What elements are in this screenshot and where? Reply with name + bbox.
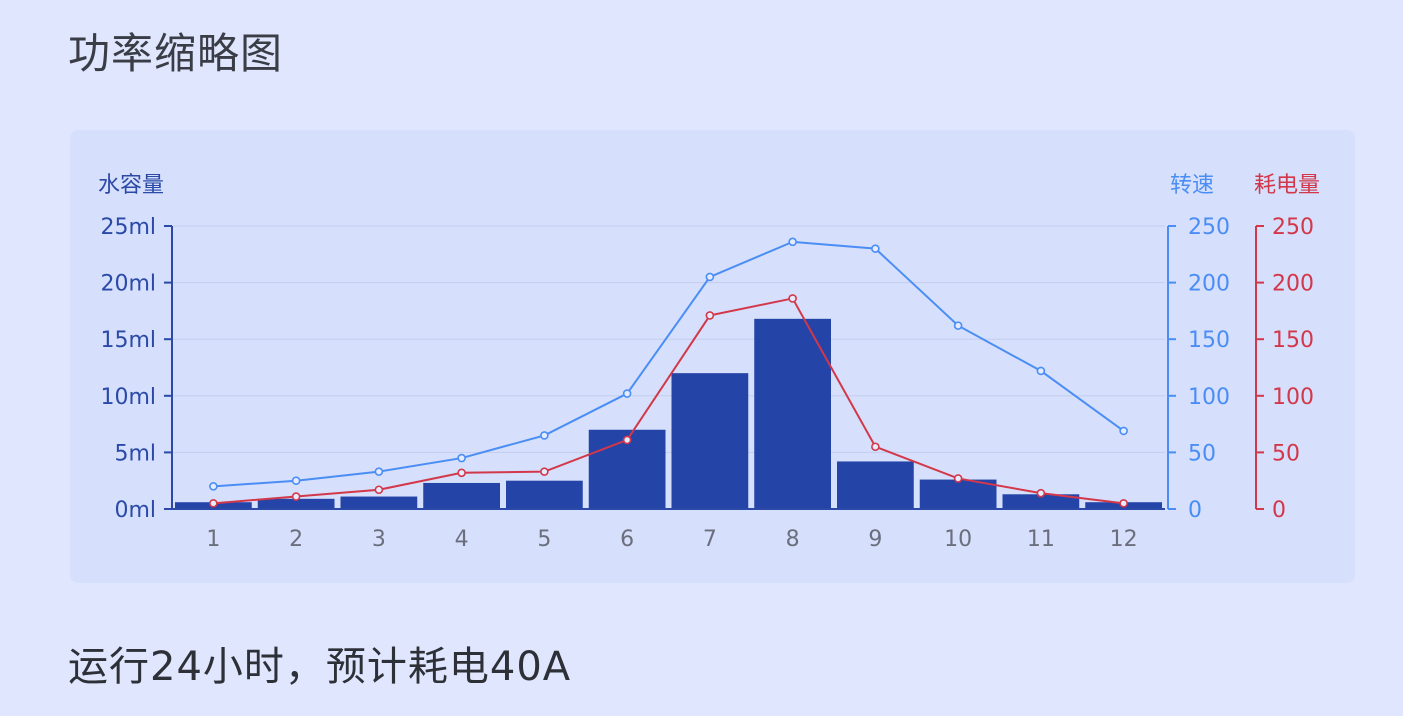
speed-line — [213, 240, 1125, 488]
speed-line-group — [209, 237, 1128, 491]
power-point — [457, 468, 466, 478]
power-point — [705, 311, 715, 320]
power-axis: 0 50 100 150 200 250 — [1255, 215, 1314, 523]
power-axis-tick-label: 0 — [1272, 498, 1286, 523]
power-point — [622, 435, 632, 445]
left-axis: 0ml 5ml 10ml 15ml 20ml 25ml — [100, 215, 173, 523]
x-axis: 1 2 3 4 5 6 7 8 9 10 11 12 — [172, 508, 1165, 552]
power-point — [1036, 488, 1046, 498]
x-axis-tick-label: 11 — [1027, 527, 1055, 552]
power-point — [540, 467, 549, 476]
speed-axis: 0 50 100 150 200 250 — [1167, 215, 1230, 523]
speed-axis-tick-label: 100 — [1188, 385, 1230, 410]
speed-point — [374, 467, 384, 476]
summary-text: 运行24小时，预计耗电40A — [68, 644, 572, 690]
speed-axis-tick-label: 200 — [1188, 272, 1230, 297]
bar — [1002, 494, 1080, 509]
bar — [837, 461, 914, 509]
speed-point — [1036, 366, 1046, 376]
left-axis-title: 水容量 — [98, 173, 164, 198]
x-axis-tick-label: 3 — [372, 527, 386, 552]
bar — [423, 482, 500, 509]
bar — [754, 318, 831, 509]
power-axis-tick-label: 200 — [1272, 272, 1314, 297]
power-point — [209, 499, 218, 508]
chart-card: 0ml 5ml 10ml 15ml 20ml 25ml 0 50 100 150 200 250 0… — [70, 130, 1355, 583]
power-point — [291, 492, 301, 501]
power-axis-tick-label: 250 — [1272, 215, 1314, 240]
speed-axis-title: 转速 — [1170, 173, 1214, 198]
x-axis-tick-label: 9 — [868, 527, 882, 552]
bar — [919, 479, 997, 509]
x-axis-tick-label: 10 — [944, 527, 972, 552]
speed-axis-tick-label: 250 — [1188, 215, 1230, 240]
bar — [340, 496, 418, 509]
x-axis-tick-label: 12 — [1110, 527, 1138, 552]
power-point — [788, 294, 797, 303]
speed-point — [953, 321, 963, 330]
speed-axis-tick-label: 150 — [1188, 328, 1230, 353]
power-axis-tick-label: 50 — [1272, 441, 1300, 466]
bar — [671, 373, 749, 509]
power-point — [871, 442, 880, 452]
bar — [257, 498, 335, 509]
x-axis-tick-label: 6 — [620, 527, 634, 552]
power-line — [213, 297, 1124, 505]
speed-axis-tick-label: 0 — [1188, 498, 1202, 523]
left-axis-tick-label: 25ml — [100, 215, 156, 240]
power-point — [374, 485, 384, 495]
speed-axis-tick-label: 50 — [1188, 441, 1216, 466]
power-axis-tick-label: 150 — [1272, 328, 1314, 353]
left-axis-tick-label: 5ml — [114, 441, 156, 466]
speed-point — [457, 453, 466, 463]
bar — [506, 480, 583, 509]
x-axis-tick-label: 5 — [537, 527, 551, 552]
speed-point — [788, 237, 797, 247]
speed-point — [1119, 426, 1128, 436]
grid-lines — [172, 225, 1165, 453]
x-axis-tick-label: 4 — [455, 527, 469, 552]
left-axis-tick-label: 20ml — [100, 272, 156, 297]
left-axis-tick-label: 10ml — [100, 385, 156, 410]
speed-point — [871, 244, 880, 253]
power-point — [1119, 499, 1128, 508]
speed-point — [291, 476, 301, 486]
speed-point — [705, 272, 715, 282]
x-axis-tick-label: 2 — [289, 527, 303, 552]
x-axis-tick-label: 8 — [786, 527, 800, 552]
speed-point — [209, 482, 218, 491]
left-axis-tick-label: 15ml — [100, 328, 156, 353]
page-title: 功率缩略图 — [68, 29, 284, 78]
x-axis-tick-label: 1 — [206, 527, 220, 552]
bars — [175, 318, 1162, 509]
power-line-group — [209, 294, 1128, 508]
speed-point — [622, 389, 632, 398]
power-axis-tick-label: 100 — [1272, 385, 1314, 410]
speed-point — [540, 431, 549, 440]
left-axis-tick-label: 0ml — [114, 498, 156, 523]
power-point — [953, 474, 963, 483]
power-axis-title: 耗电量 — [1254, 173, 1320, 198]
x-axis-tick-label: 7 — [703, 527, 717, 552]
